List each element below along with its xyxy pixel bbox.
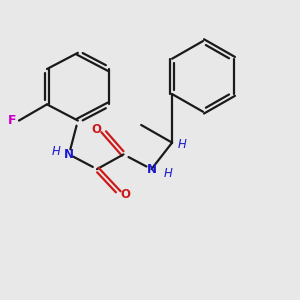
Text: F: F xyxy=(8,114,17,127)
Text: O: O xyxy=(92,123,101,136)
Text: N: N xyxy=(146,163,157,176)
Text: H: H xyxy=(178,138,187,151)
Text: N: N xyxy=(64,148,74,161)
Text: H: H xyxy=(163,167,172,180)
Text: O: O xyxy=(121,188,130,201)
Text: H: H xyxy=(51,145,60,158)
